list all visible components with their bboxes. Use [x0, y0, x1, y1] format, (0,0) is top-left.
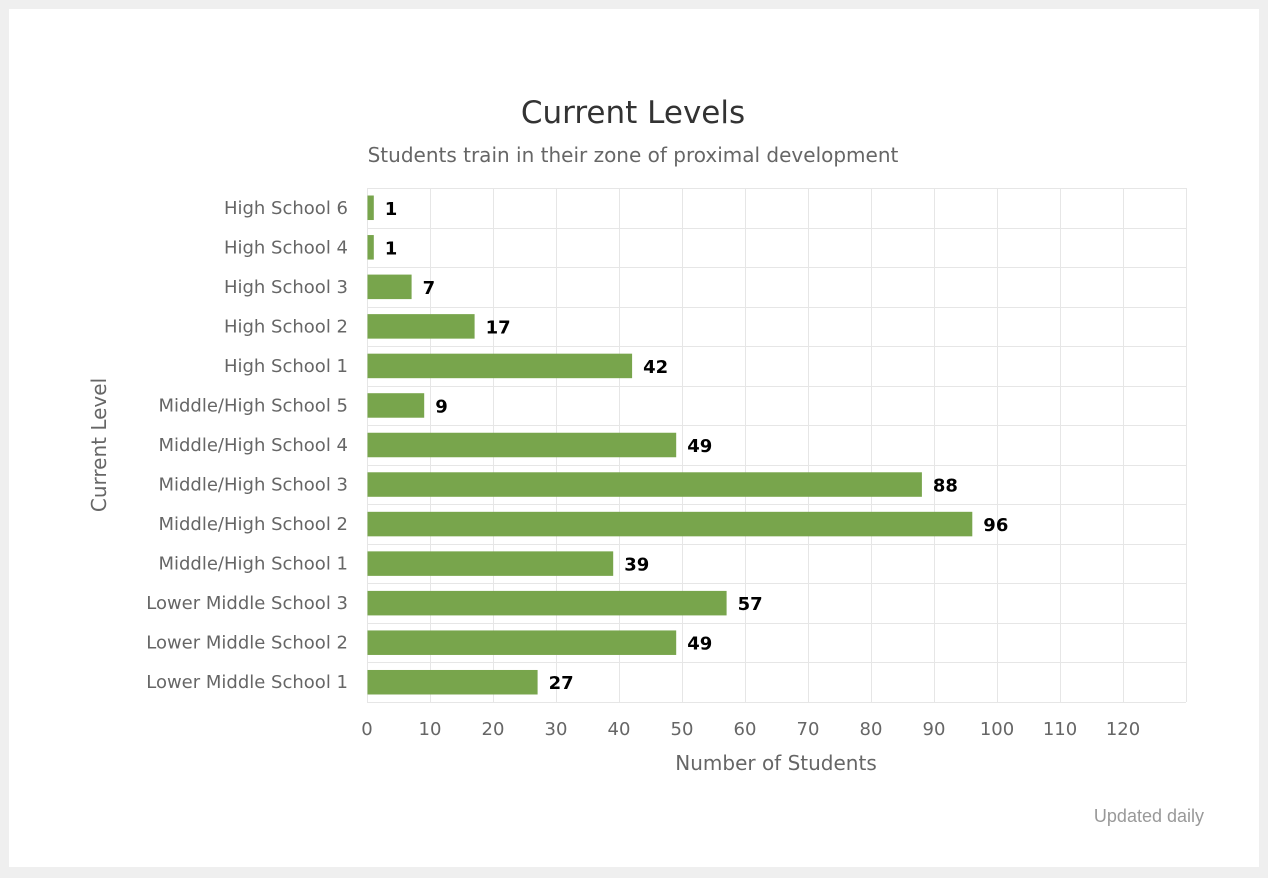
category-label: Middle/High School 3 [158, 475, 348, 496]
category-label: Middle/High School 2 [158, 514, 348, 535]
x-tick-label: 120 [1106, 719, 1140, 740]
data-label: 9 [435, 396, 448, 417]
bars [367, 195, 973, 695]
category-labels: High School 6 High School 4 High School 3 H… [146, 198, 348, 693]
data-label: 96 [983, 515, 1008, 536]
bar[interactable] [367, 432, 677, 458]
x-tick-label: 60 [734, 719, 757, 740]
chart-card: Current Levels Students train in their z… [9, 9, 1259, 867]
x-tick-labels: 0 10 20 30 40 50 60 70 80 90 100 110 120 [361, 719, 1140, 740]
bar[interactable] [367, 472, 922, 497]
credit-text: Updated daily [1094, 806, 1204, 826]
y-axis-title: Current Level [87, 378, 111, 512]
category-label: High School 1 [224, 356, 348, 377]
x-tick-label: 40 [608, 719, 631, 740]
category-label: Middle/High School 1 [158, 554, 348, 575]
x-tick-label: 0 [361, 719, 372, 740]
data-label: 49 [687, 436, 712, 457]
data-label: 17 [486, 317, 511, 338]
x-tick-label: 50 [671, 719, 694, 740]
x-tick-label: 20 [482, 719, 505, 740]
bar[interactable] [367, 393, 425, 418]
bar[interactable] [367, 630, 677, 655]
bar[interactable] [367, 274, 412, 300]
x-tick-label: 10 [419, 719, 442, 740]
data-label: 7 [423, 278, 436, 299]
bar[interactable] [367, 314, 475, 339]
x-tick-label: 70 [797, 719, 820, 740]
grid-lines [367, 188, 1187, 703]
category-label: Lower Middle School 2 [146, 633, 348, 654]
bar[interactable] [367, 590, 727, 616]
x-tick-label: 80 [860, 719, 883, 740]
data-label: 49 [687, 634, 712, 655]
bar[interactable] [367, 551, 614, 576]
chart-title: Current Levels [521, 95, 745, 131]
category-label: High School 4 [224, 237, 348, 258]
category-label: High School 2 [224, 316, 348, 337]
x-axis-title: Number of Students [675, 751, 876, 775]
bar[interactable] [367, 353, 633, 379]
bar-chart: Current Levels Students train in their z… [87, 95, 1204, 826]
category-label: Middle/High School 4 [158, 435, 348, 456]
category-label: Lower Middle School 1 [146, 672, 348, 693]
category-label: High School 6 [224, 198, 348, 219]
bar[interactable] [367, 511, 973, 537]
bar[interactable] [367, 669, 538, 695]
data-label: 1 [385, 238, 398, 259]
category-label: Lower Middle School 3 [146, 593, 348, 614]
x-tick-label: 30 [545, 719, 568, 740]
data-label: 42 [643, 357, 668, 378]
x-tick-label: 110 [1043, 719, 1077, 740]
x-tick-label: 100 [980, 719, 1014, 740]
chart-subtitle: Students train in their zone of proximal… [368, 143, 899, 167]
data-label: 57 [738, 594, 763, 615]
x-tick-label: 90 [923, 719, 946, 740]
bar[interactable] [367, 235, 374, 260]
category-label: High School 3 [224, 277, 348, 298]
bar[interactable] [367, 195, 374, 221]
data-label: 27 [549, 673, 574, 694]
data-label: 39 [624, 555, 649, 576]
category-label: Middle/High School 5 [158, 395, 348, 416]
data-label: 1 [385, 199, 398, 220]
data-label: 88 [933, 476, 958, 497]
